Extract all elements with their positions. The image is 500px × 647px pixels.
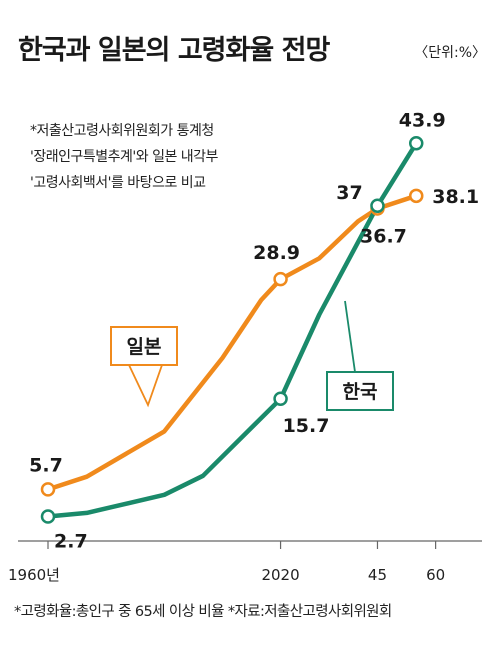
japan-legend-box [110,326,178,366]
x-tick-label: 2020 [261,566,299,584]
korea-legend-label: 한국 [343,381,378,403]
x-tick-label: 45 [368,566,387,584]
korea-data-point [40,509,56,524]
korea-data-point [370,198,385,214]
korea-series-line [45,141,419,519]
japan-legend-label: 일본 [127,336,162,358]
japan-data-point [273,271,288,287]
japan-data-label: 28.9 [253,242,300,264]
korea-legend-box [326,371,394,411]
x-tick-label: 1960년 [8,566,60,584]
japan-series-line [45,193,419,492]
korea-data-point [408,136,424,151]
unit-label: 〈단위:%〉 [414,45,486,61]
korea-legend-pointer [344,300,356,373]
korea-data-label: 37 [336,182,362,204]
japan-data-label: 5.7 [29,454,63,476]
korea-data-point [273,391,288,407]
japan-data-label: 36.7 [360,225,407,247]
korea-data-label: 15.7 [283,415,330,437]
japan-data-point [40,482,56,497]
japan-data-label: 38.1 [432,186,479,208]
note-line-2: '장래인구특별추계'와 일본 내각부 [30,149,218,165]
korea-data-label: 2.7 [54,531,88,553]
note-line-1: *저출산고령사회위원회가 통계청 [30,123,214,139]
chart-title: 한국과 일본의 고령화율 전망 [18,35,330,66]
footer-note: *고령화율:총인구 중 65세 이상 비율 *자료:저출산고령사회위원회 [14,604,392,620]
japan-legend-pointer [128,364,163,408]
japan-data-point [408,188,424,204]
note-line-3: '고령사회백서'를 바탕으로 비교 [30,175,206,191]
x-tick-label: 60 [426,566,445,584]
source-note: *저출산고령사회위원회가 통계청 '장래인구특별추계'와 일본 내각부 '고령사… [30,118,218,196]
korea-data-label: 43.9 [399,109,446,131]
